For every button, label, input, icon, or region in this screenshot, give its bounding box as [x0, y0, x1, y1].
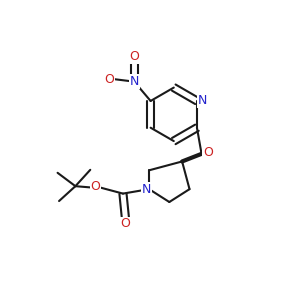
Text: O: O [90, 180, 100, 193]
Text: N: N [130, 75, 139, 88]
Text: O: O [203, 146, 213, 160]
Text: N: N [142, 183, 152, 196]
Text: O: O [105, 73, 115, 86]
Text: N: N [198, 94, 207, 107]
Text: O: O [129, 50, 139, 64]
Text: O: O [120, 218, 130, 230]
